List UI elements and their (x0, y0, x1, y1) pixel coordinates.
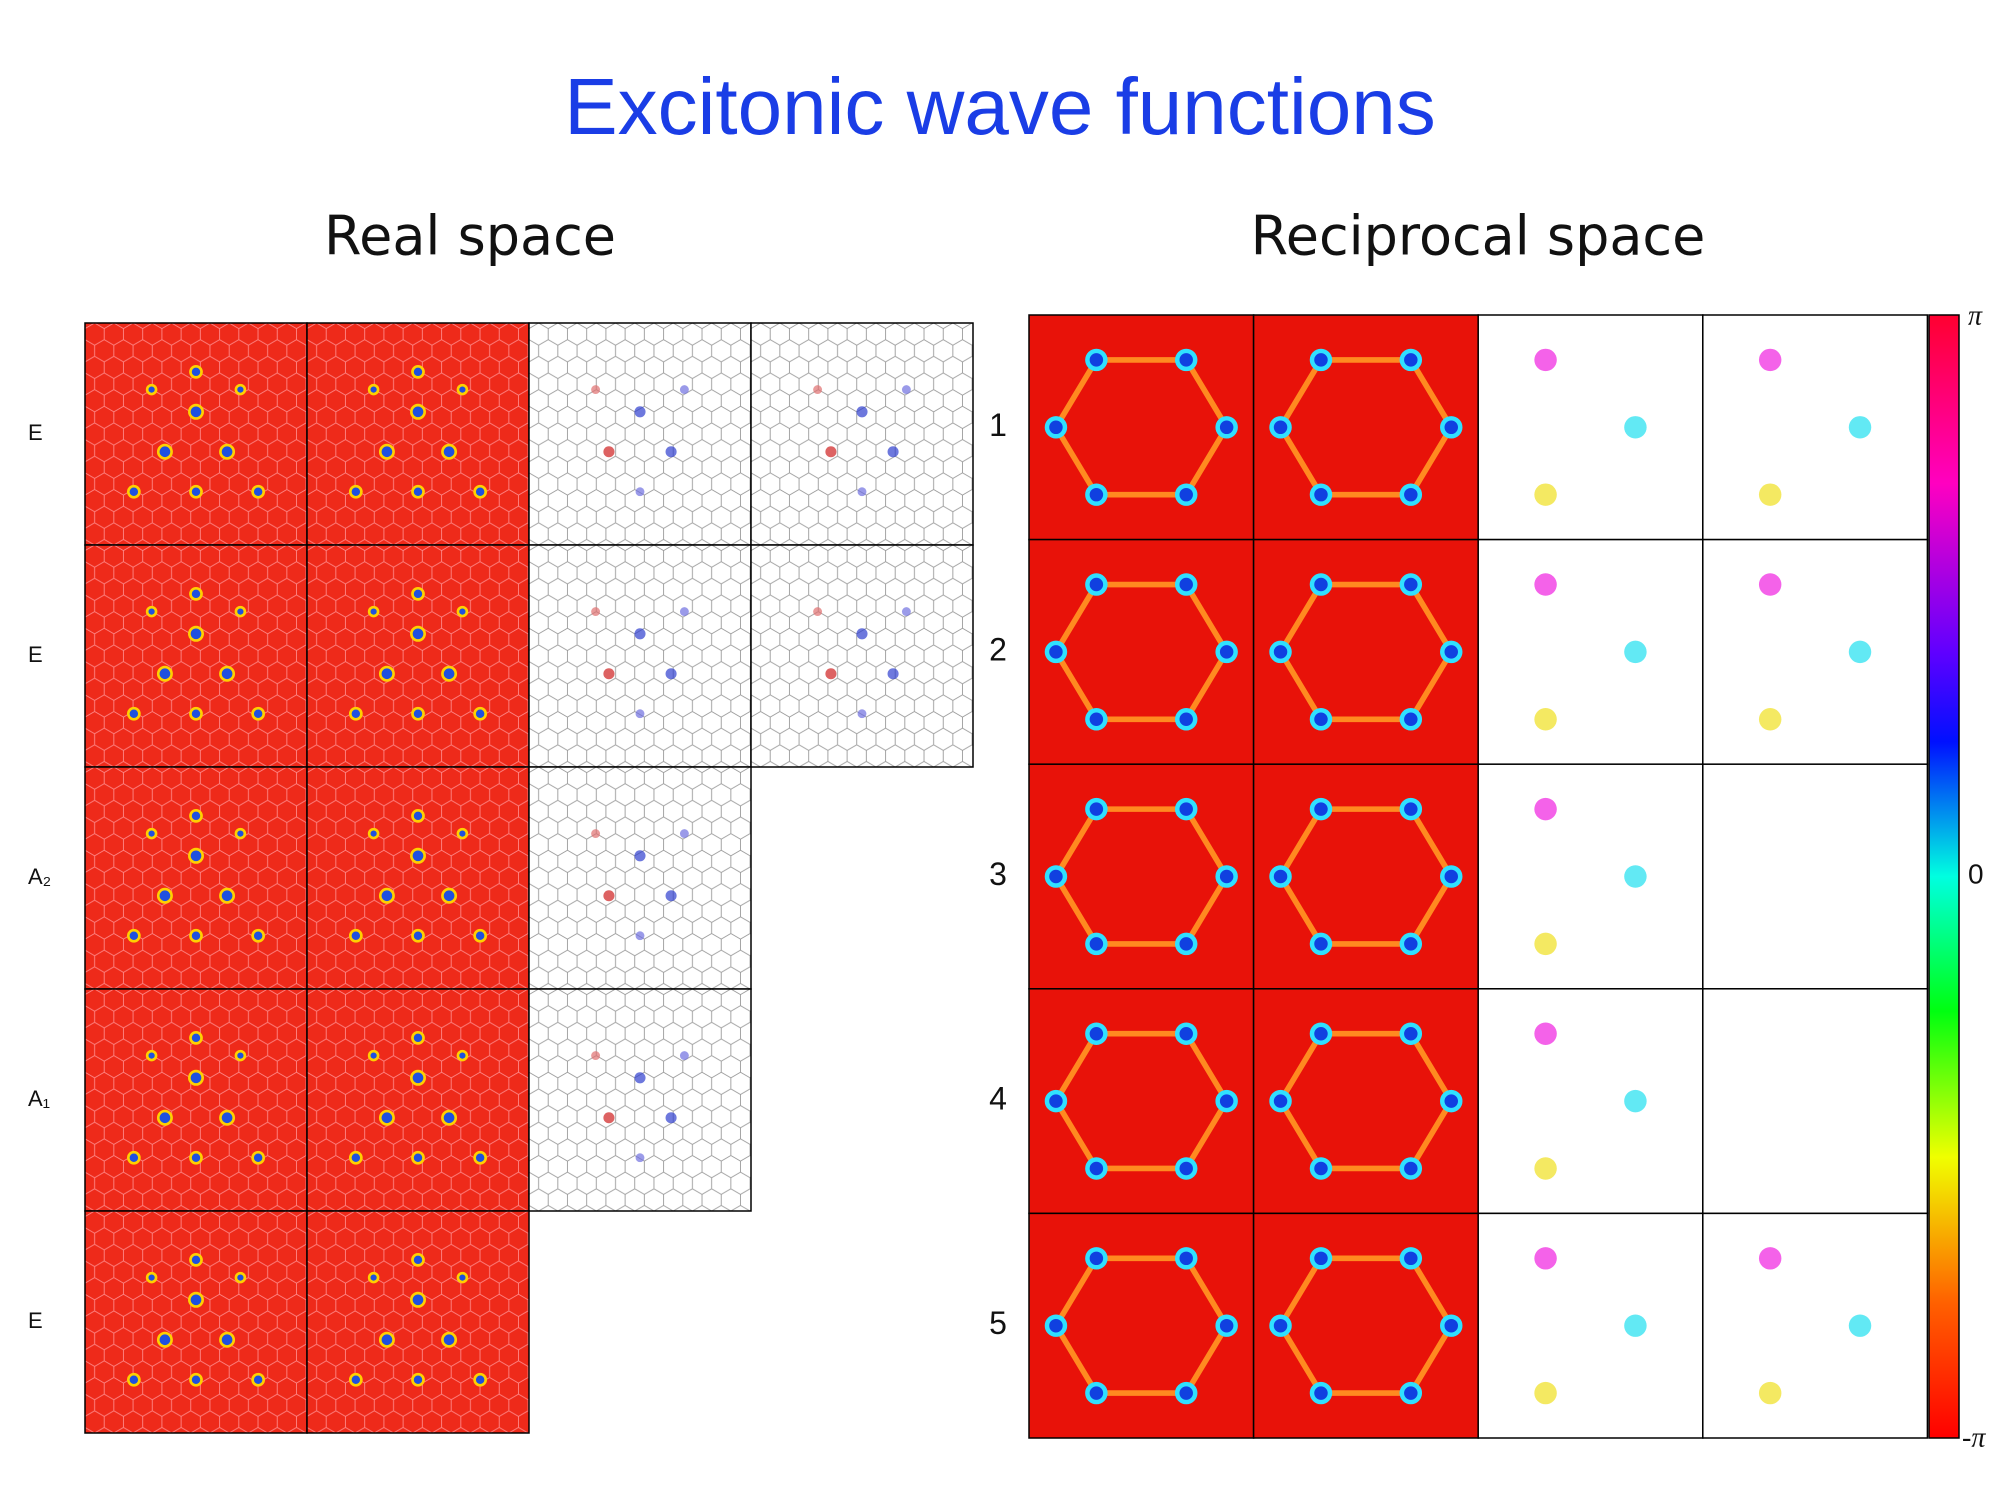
panel-image (307, 989, 529, 1211)
panel-image (85, 989, 307, 1211)
panel-image (1478, 988, 1703, 1214)
panel-image (529, 545, 751, 767)
row-label: E (28, 420, 43, 445)
panel-border (1702, 988, 1929, 1215)
row-number: 1 (989, 407, 1007, 443)
panel-border (306, 1210, 530, 1434)
panel-border (528, 988, 752, 1212)
panel-image (1029, 540, 1254, 765)
panel-border (1702, 763, 1929, 990)
panel-image (1254, 540, 1479, 765)
panel-image (1254, 1213, 1479, 1438)
panel-image (1254, 989, 1479, 1214)
panel-image (1029, 1213, 1254, 1438)
panel-image (529, 323, 751, 545)
row-label: E (28, 642, 43, 667)
panel-border (1702, 1212, 1929, 1439)
panel-image (1254, 764, 1479, 989)
panel-image (529, 989, 751, 1211)
panel-image (1702, 315, 1928, 540)
panel-image (1478, 539, 1703, 765)
panel-image (1478, 315, 1703, 540)
row-number: 4 (989, 1081, 1007, 1117)
panel-image (1702, 539, 1928, 765)
panel-image (1029, 315, 1254, 540)
panel-image (85, 323, 307, 545)
colorbar-top-label: π (1968, 300, 1983, 331)
panel-image (751, 545, 973, 767)
panel-image (1029, 989, 1254, 1214)
colorbar-bottom-label: -π (1962, 1422, 1986, 1453)
panel-image (751, 323, 973, 545)
panel-image (1478, 764, 1703, 989)
panel-image (1254, 315, 1479, 540)
reciprocal-space-heading: Reciprocal space (1251, 205, 1706, 268)
panel-image (85, 545, 307, 767)
panel-image (307, 767, 529, 989)
panel-image (1029, 764, 1254, 989)
real-space-heading: Real space (324, 205, 616, 268)
row-label: E (28, 1308, 43, 1333)
row-label: A₁ (28, 1086, 50, 1111)
panel-image (307, 545, 529, 767)
row-label: A₂ (28, 864, 51, 889)
panel-image (1478, 1213, 1703, 1438)
row-number: 5 (989, 1305, 1007, 1341)
panel-image (85, 1211, 307, 1433)
panel-border (750, 544, 974, 768)
slide-title: Excitonic wave functions (564, 62, 1436, 151)
colorbar-middle-label: 0 (1968, 858, 1984, 889)
panel-image (1702, 1213, 1928, 1438)
panel-image (85, 767, 307, 989)
panel-image (529, 767, 751, 989)
row-number: 3 (989, 856, 1007, 892)
row-number: 2 (989, 631, 1007, 667)
colorbar (1928, 314, 1960, 1439)
panel-image (307, 323, 529, 545)
panel-image (307, 1211, 529, 1433)
